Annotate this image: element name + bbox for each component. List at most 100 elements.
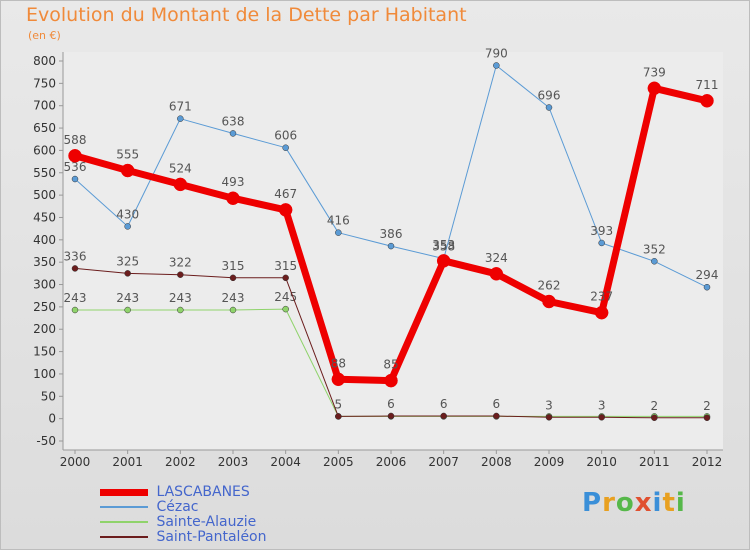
legend-swatch-brown — [100, 536, 148, 538]
data-label: 352 — [643, 242, 666, 256]
data-label: 3 — [545, 398, 553, 412]
data-point — [598, 239, 605, 247]
logo-letter: i — [652, 488, 663, 518]
y-tick-label: 150 — [33, 345, 56, 359]
y-tick-label: 100 — [33, 367, 56, 381]
logo-letter: i — [675, 488, 686, 518]
logo-letter: x — [634, 488, 653, 518]
data-point — [545, 414, 553, 421]
y-tick-label: 400 — [33, 233, 56, 247]
x-tick-label: 2007 — [428, 455, 459, 469]
data-label: 6 — [493, 397, 501, 411]
legend: LASCABANES Cézac Sainte-Alauzie Saint-Pa… — [100, 485, 267, 545]
data-label: 294 — [696, 268, 719, 282]
legend-label: Saint-Pantaléon — [156, 529, 267, 545]
data-label: 85 — [383, 358, 398, 372]
data-point — [647, 81, 662, 96]
data-point — [331, 372, 346, 387]
data-point — [282, 305, 289, 313]
data-label: 243 — [169, 291, 192, 305]
y-tick-label: 700 — [33, 99, 56, 113]
data-label: 237 — [590, 290, 613, 304]
x-tick-label: 2003 — [218, 455, 249, 469]
y-tick-label: 200 — [33, 322, 56, 336]
data-point — [440, 412, 447, 420]
legend-swatch-blue — [100, 506, 148, 508]
y-tick-label: 550 — [33, 166, 56, 180]
legend-label: Sainte-Alauzie — [156, 514, 257, 530]
data-label: 430 — [116, 207, 139, 221]
data-point — [542, 294, 556, 309]
unit-label: (en €) — [28, 29, 61, 42]
data-point — [177, 115, 184, 122]
data-label: 739 — [643, 65, 666, 79]
y-tick-label: 600 — [33, 143, 56, 157]
data-point — [229, 130, 237, 137]
data-point — [124, 306, 131, 314]
data-point — [229, 306, 237, 314]
data-label: 671 — [169, 100, 192, 114]
data-point — [387, 412, 395, 420]
data-point — [229, 274, 237, 282]
data-label: 336 — [64, 249, 87, 263]
data-point — [545, 104, 553, 111]
data-point — [594, 305, 609, 320]
y-tick-label: -50 — [36, 434, 56, 448]
legend-label: LASCABANES — [156, 484, 250, 500]
x-tick-label: 2001 — [112, 455, 143, 469]
data-label: 588 — [64, 133, 87, 147]
data-label: 6 — [387, 397, 395, 411]
data-label: 5 — [335, 397, 343, 411]
data-label: 243 — [116, 291, 139, 305]
logo-letter: r — [602, 488, 616, 518]
data-point — [493, 62, 500, 69]
data-label: 3 — [598, 398, 606, 412]
data-point — [703, 283, 711, 291]
data-point — [71, 175, 79, 183]
data-point — [120, 163, 135, 178]
data-point — [68, 149, 82, 163]
data-point — [651, 258, 658, 265]
data-point — [598, 414, 605, 421]
legend-item-saint-pantaleon: Saint-Pantaléon — [100, 530, 267, 545]
data-point — [71, 306, 79, 314]
data-label: 245 — [274, 290, 297, 304]
data-label: 88 — [331, 356, 346, 370]
x-tick-label: 2000 — [60, 455, 91, 469]
data-label: 536 — [64, 160, 87, 174]
data-label: 353 — [432, 238, 455, 252]
legend-swatch-green — [100, 521, 148, 523]
legend-item-cezac: Cézac — [100, 500, 267, 515]
data-label: 2 — [651, 399, 659, 413]
data-label: 243 — [64, 291, 87, 305]
data-label: 358 — [432, 240, 455, 254]
y-tick-label: 50 — [41, 389, 56, 403]
data-point — [177, 271, 184, 278]
x-tick-label: 2009 — [534, 455, 565, 469]
legend-swatch-red — [100, 488, 148, 496]
data-point — [173, 177, 188, 192]
data-point — [384, 373, 398, 388]
data-label: 243 — [222, 291, 245, 305]
data-point — [436, 254, 451, 268]
data-label: 790 — [485, 46, 508, 60]
x-tick-label: 2006 — [376, 455, 407, 469]
y-tick-label: 450 — [33, 210, 56, 224]
data-label: 606 — [274, 129, 297, 143]
data-label: 696 — [538, 88, 561, 102]
legend-item-sainte-alauzie: Sainte-Alauzie — [100, 515, 267, 530]
data-point — [278, 203, 293, 217]
data-point — [493, 412, 500, 420]
y-tick-label: 500 — [33, 188, 56, 202]
data-point — [282, 274, 289, 282]
x-tick-label: 2005 — [323, 455, 354, 469]
data-point — [489, 267, 504, 281]
data-point — [651, 414, 658, 422]
data-label: 262 — [538, 279, 561, 293]
data-point — [335, 229, 342, 236]
proxiti-logo: Proxiti — [582, 488, 686, 518]
x-tick-label: 2012 — [692, 455, 723, 469]
y-tick-label: 350 — [33, 255, 56, 269]
y-tick-label: 800 — [33, 54, 56, 68]
data-point — [177, 306, 184, 314]
